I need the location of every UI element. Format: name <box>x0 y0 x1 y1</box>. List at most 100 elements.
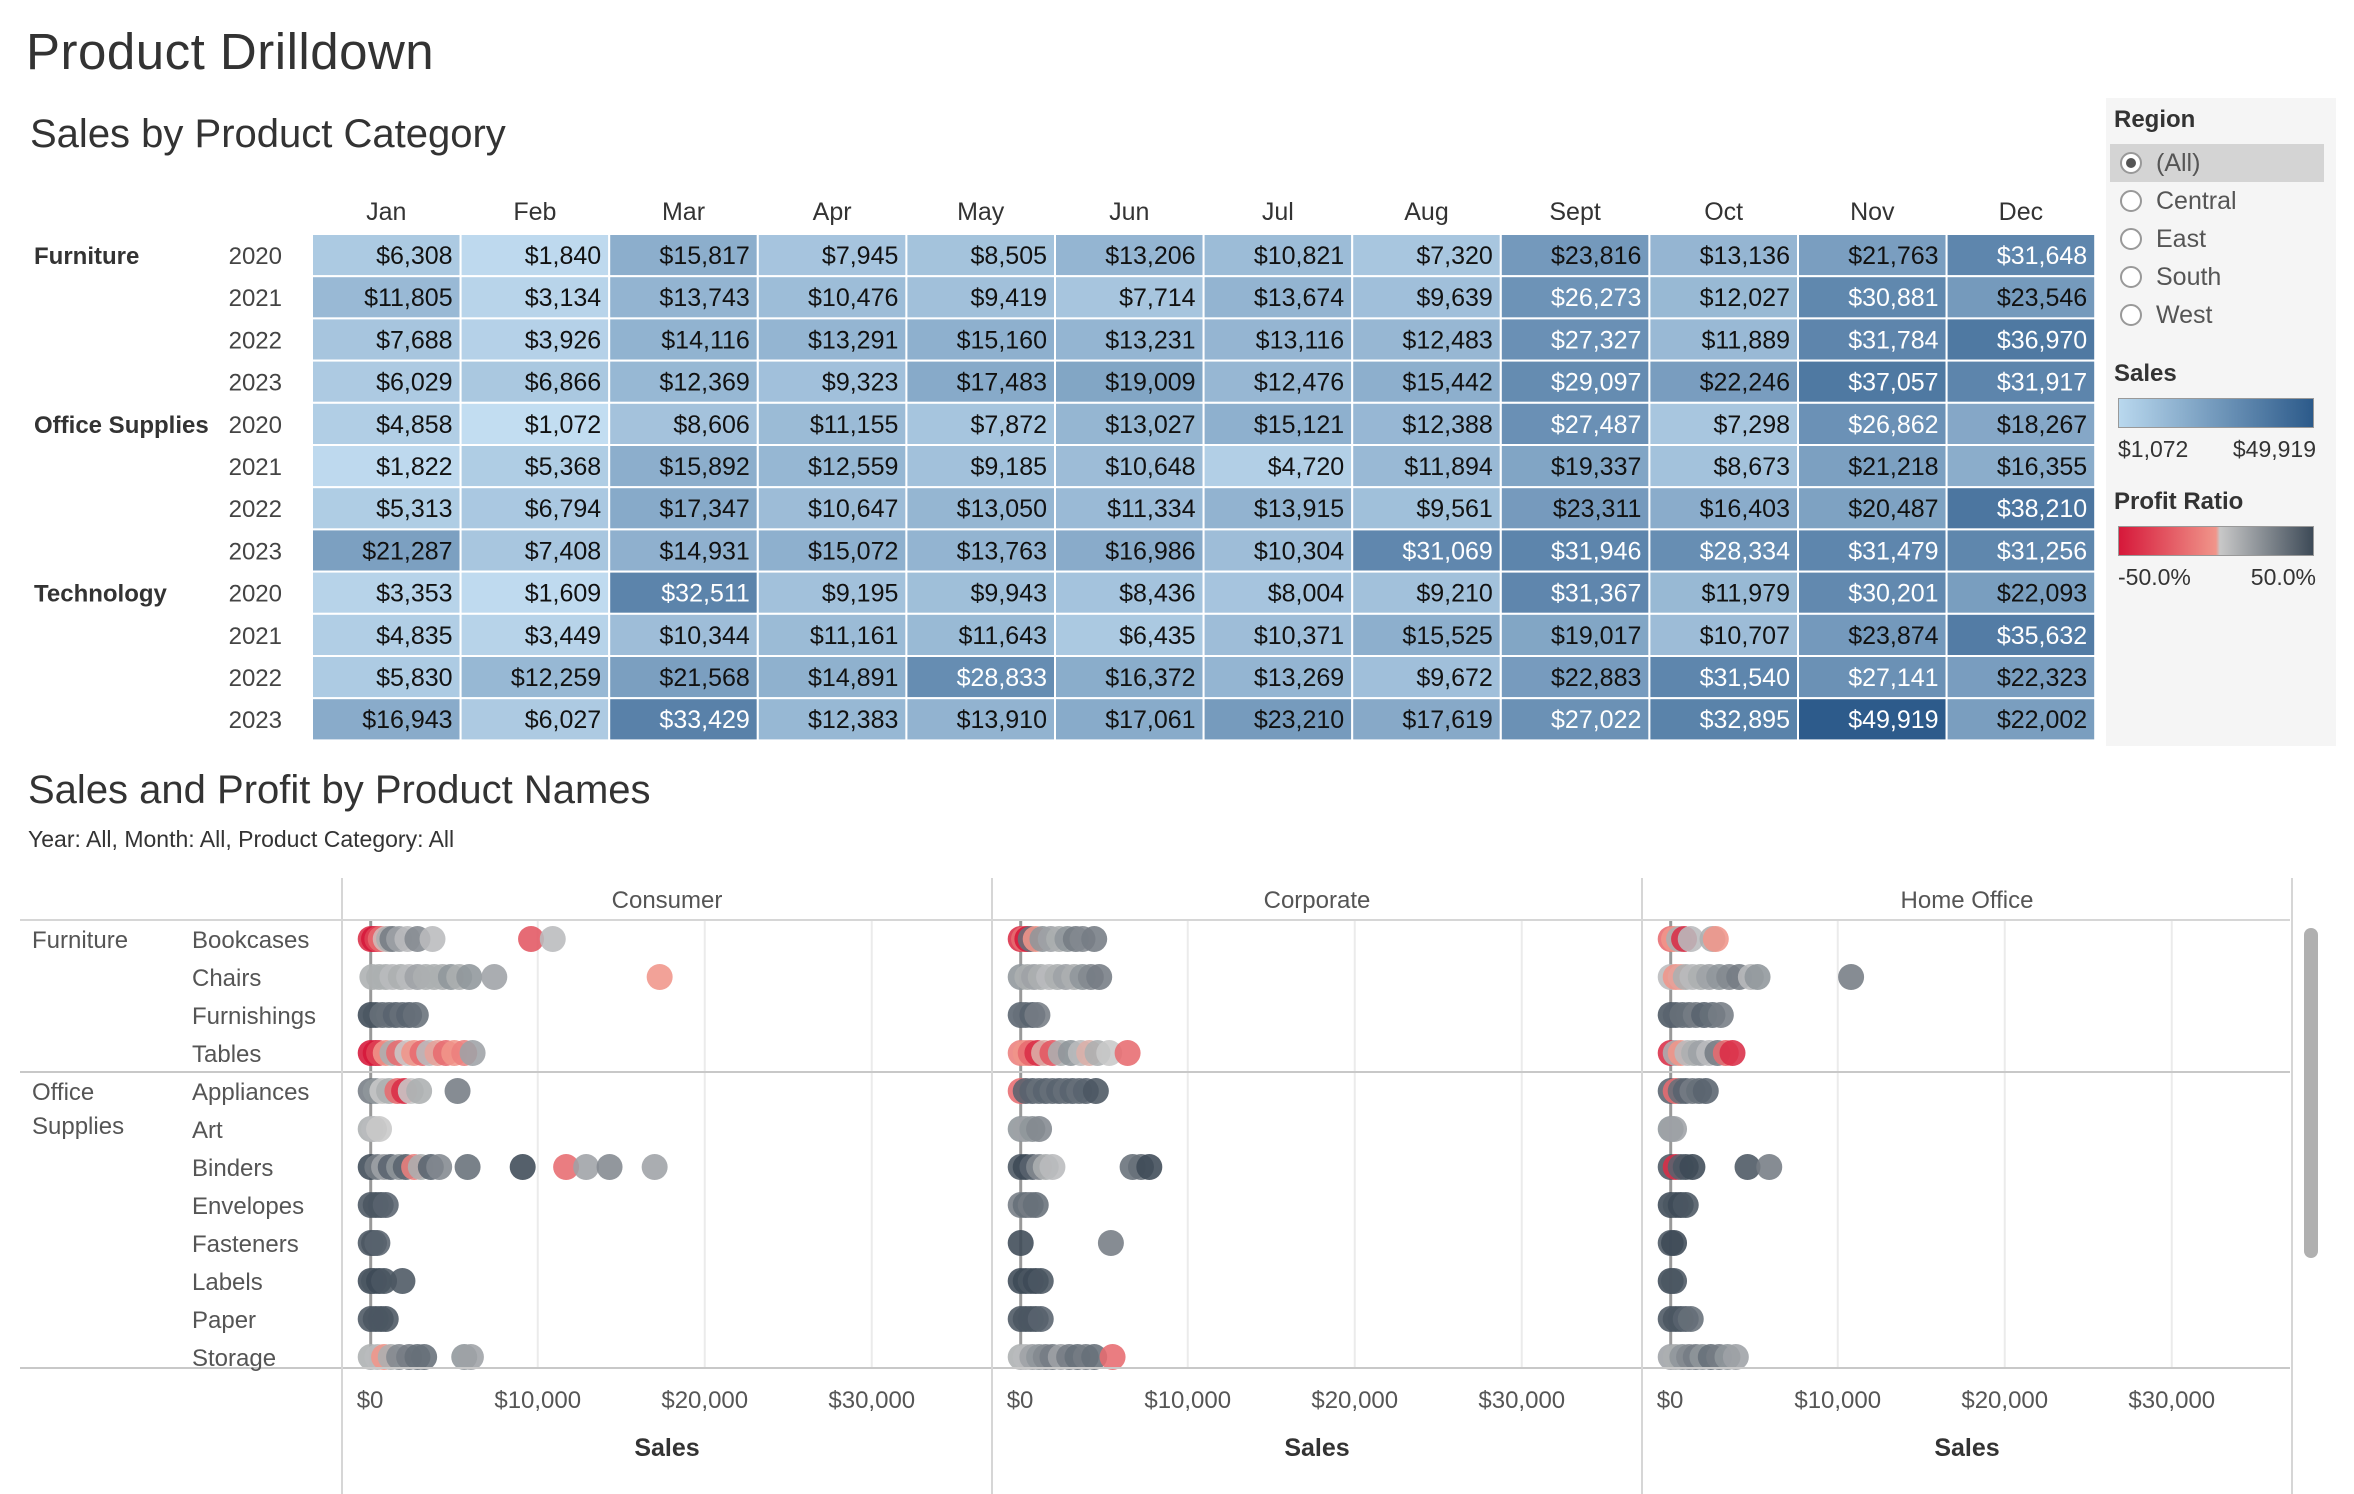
heatmap-cell[interactable] <box>608 570 759 615</box>
heatmap-cell[interactable] <box>1351 401 1502 447</box>
sales-profit-point[interactable] <box>454 1154 481 1180</box>
sales-profit-point[interactable] <box>1099 1344 1126 1370</box>
sales-profit-point[interactable] <box>539 926 566 952</box>
heatmap-cell[interactable] <box>1648 275 1800 320</box>
heatmap-cell[interactable] <box>1945 233 2097 278</box>
sales-profit-point[interactable] <box>402 1002 429 1028</box>
heatmap-cell[interactable] <box>311 655 462 700</box>
heatmap-cell[interactable] <box>1797 359 1948 404</box>
sales-profit-point[interactable] <box>553 1154 580 1180</box>
heatmap-cell[interactable] <box>1202 275 1354 320</box>
sales-profit-point[interactable] <box>1081 926 1108 952</box>
sales-profit-point[interactable] <box>641 1154 668 1180</box>
heatmap-cell[interactable] <box>459 612 611 657</box>
sales-profit-point[interactable] <box>1661 1116 1688 1142</box>
heatmap-cell[interactable] <box>1499 444 1651 489</box>
sales-profit-point[interactable] <box>1692 1078 1719 1104</box>
heatmap-cell[interactable] <box>905 401 1057 447</box>
heatmap-cell[interactable] <box>1945 528 2097 573</box>
sales-profit-point[interactable] <box>1081 1344 1108 1370</box>
heatmap-cell[interactable] <box>756 275 908 320</box>
heatmap-cell[interactable] <box>1351 612 1502 657</box>
heatmap-cell[interactable] <box>311 233 462 278</box>
heatmap-cell[interactable] <box>1648 359 1800 404</box>
sales-profit-point[interactable] <box>457 1344 484 1370</box>
heatmap-cell[interactable] <box>1797 655 1948 700</box>
heatmap-cell[interactable] <box>1499 570 1651 615</box>
sales-profit-point[interactable] <box>1027 1306 1054 1332</box>
sales-profit-point[interactable] <box>1707 1002 1734 1028</box>
heatmap-cell[interactable] <box>756 612 908 657</box>
heatmap-cell[interactable] <box>311 359 462 404</box>
radio-circle-icon[interactable] <box>2120 266 2142 288</box>
sales-profit-point[interactable] <box>1007 1230 1034 1256</box>
heatmap-cell[interactable] <box>1648 233 1800 278</box>
sales-profit-point[interactable] <box>364 1230 391 1256</box>
heatmap-cell[interactable] <box>1351 275 1502 320</box>
heatmap-cell[interactable] <box>1054 486 1205 531</box>
heatmap-cell[interactable] <box>1945 486 2097 531</box>
sales-profit-point[interactable] <box>1838 964 1865 990</box>
heatmap-cell[interactable] <box>905 486 1057 531</box>
heatmap-cell[interactable] <box>459 570 611 615</box>
heatmap-cell[interactable] <box>905 275 1057 320</box>
sales-profit-point[interactable] <box>406 1078 433 1104</box>
heatmap-cell[interactable] <box>1797 697 1948 740</box>
heatmap-cell[interactable] <box>1054 359 1205 404</box>
heatmap-cell[interactable] <box>608 401 759 447</box>
heatmap-cell[interactable] <box>1499 697 1651 740</box>
heatmap-cell[interactable] <box>1202 612 1354 657</box>
sales-profit-point[interactable] <box>372 1306 399 1332</box>
sales-profit-point[interactable] <box>366 1116 393 1142</box>
heatmap-cell[interactable] <box>1797 401 1948 447</box>
sales-profit-point[interactable] <box>646 964 673 990</box>
sales-profit-point[interactable] <box>419 926 446 952</box>
sales-profit-point[interactable] <box>481 964 508 990</box>
sales-profit-point[interactable] <box>1702 926 1729 952</box>
heatmap-cell[interactable] <box>905 528 1057 573</box>
heatmap-cell[interactable] <box>1499 359 1651 404</box>
radio-circle-icon[interactable] <box>2120 228 2142 250</box>
heatmap-cell[interactable] <box>311 444 462 489</box>
heatmap-cell[interactable] <box>1351 444 1502 489</box>
sales-profit-point[interactable] <box>1677 926 1704 952</box>
heatmap-cell[interactable] <box>1797 275 1948 320</box>
heatmap-cell[interactable] <box>1945 655 2097 700</box>
sales-profit-point[interactable] <box>1024 1002 1051 1028</box>
sales-profit-point[interactable] <box>1679 1154 1706 1180</box>
sales-profit-point[interactable] <box>456 964 483 990</box>
sales-profit-point[interactable] <box>1661 1230 1688 1256</box>
heatmap-cell[interactable] <box>459 233 611 278</box>
sales-profit-point[interactable] <box>1734 1154 1761 1180</box>
heatmap-cell[interactable] <box>1945 359 2097 404</box>
sales-profit-point[interactable] <box>596 1154 623 1180</box>
heatmap-cell[interactable] <box>1945 444 2097 489</box>
scrollbar-thumb[interactable] <box>2304 928 2318 1258</box>
sales-profit-point[interactable] <box>509 1154 536 1180</box>
heatmap-cell[interactable] <box>311 401 462 447</box>
heatmap-cell[interactable] <box>1797 528 1948 573</box>
sales-profit-point[interactable] <box>1114 1040 1141 1066</box>
sales-profit-point[interactable] <box>1026 1116 1053 1142</box>
sales-profit-point[interactable] <box>1677 1306 1704 1332</box>
radio-circle-icon[interactable] <box>2120 152 2142 174</box>
sales-profit-point[interactable] <box>518 926 545 952</box>
sales-profit-point[interactable] <box>1136 1154 1163 1180</box>
heatmap-cell[interactable] <box>756 528 908 573</box>
heatmap-cell[interactable] <box>905 317 1057 362</box>
heatmap-cell[interactable] <box>1351 233 1502 278</box>
sales-profit-point[interactable] <box>573 1154 600 1180</box>
heatmap-cell[interactable] <box>1202 655 1354 700</box>
heatmap-cell[interactable] <box>1054 444 1205 489</box>
heatmap-cell[interactable] <box>1202 401 1354 447</box>
region-option-all[interactable]: (All) <box>2110 144 2324 182</box>
heatmap-cell[interactable] <box>1945 612 2097 657</box>
heatmap-cell[interactable] <box>1202 486 1354 531</box>
sales-profit-point[interactable] <box>1022 1192 1049 1218</box>
heatmap-cell[interactable] <box>1054 570 1205 615</box>
radio-circle-icon[interactable] <box>2120 190 2142 212</box>
heatmap-cell[interactable] <box>459 697 611 740</box>
sales-profit-point[interactable] <box>1086 964 1113 990</box>
sales-profit-point[interactable] <box>1096 1040 1123 1066</box>
heatmap-cell[interactable] <box>311 528 462 573</box>
